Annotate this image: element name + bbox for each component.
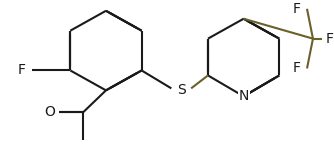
Text: F: F	[293, 62, 301, 75]
Text: O: O	[44, 105, 55, 119]
Text: S: S	[177, 83, 186, 97]
Text: F: F	[326, 32, 334, 46]
Text: F: F	[18, 63, 26, 78]
Text: N: N	[238, 89, 249, 103]
Text: F: F	[293, 2, 301, 16]
